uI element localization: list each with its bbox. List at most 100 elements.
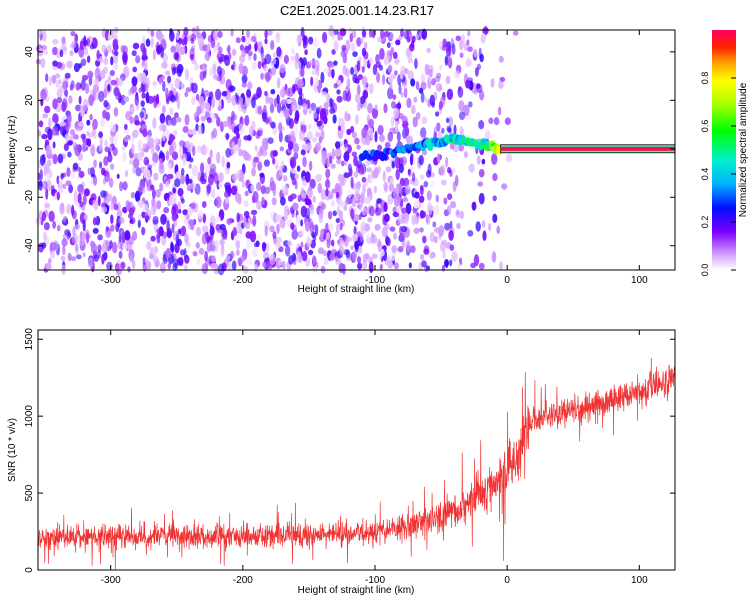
heatmap-cell [497,106,502,116]
heatmap-cell [389,82,393,90]
heatmap-cell [383,201,388,213]
heatmap-cell [270,89,276,95]
heatmap-cell [70,30,76,37]
heatmap-cell [345,249,351,259]
heatmap-cell [492,213,498,223]
heatmap-cell [282,175,288,182]
heatmap-cell [117,77,124,87]
heatmap-cell [141,76,148,85]
heatmap-cell [366,187,372,196]
heatmap-cell [368,83,374,94]
heatmap-cell [177,201,181,211]
heatmap-cell [100,167,106,176]
heatmap-cell [449,244,455,251]
heatmap-cell [298,255,303,264]
heatmap-cell [42,30,47,42]
heatmap-cell [101,58,108,64]
snr-background [38,330,675,570]
heatmap-cell [110,122,117,133]
heatmap-cell [35,59,42,65]
heatmap-cell [143,166,148,179]
heatmap-cell [444,55,449,66]
heatmap-cell [269,225,275,233]
heatmap-cell [325,168,331,179]
heatmap-cell [82,252,86,258]
heatmap-cell [336,205,340,216]
heatmap-cell [75,254,82,260]
heatmap-cell [215,216,221,223]
heatmap-cell [165,70,171,76]
heatmap-cell [426,47,431,54]
heatmap-cell [229,85,236,92]
heatmap-cell [301,251,308,262]
heatmap-cell [156,228,163,235]
heatmap-cell [315,107,320,114]
heatmap-ridge-cell [381,152,388,161]
heatmap-cell [308,36,314,45]
heatmap-cell [394,70,398,76]
heatmap-cell [421,260,427,268]
heatmap-cell [141,226,146,236]
heatmap-cell [174,77,181,89]
heatmap-cell [134,120,141,126]
heatmap-cell [316,47,322,59]
heatmap-cell [152,80,157,87]
heatmap-cell [151,161,156,167]
heatmap-cell [367,217,373,223]
y-tick-label: 500 [24,484,35,501]
heatmap-cell [350,176,354,189]
heatmap-cell [236,89,242,96]
heatmap-cell [122,241,128,251]
heatmap-cell [247,81,253,90]
heatmap-cell [261,196,265,205]
heatmap-cell [86,119,91,126]
heatmap-cell [423,248,430,255]
heatmap-cell [58,79,62,85]
heatmap-cell [317,182,323,194]
heatmap-cell [88,94,94,106]
heatmap-cell [267,29,273,36]
heatmap-cell [71,40,77,49]
heatmap-cell [132,129,139,139]
heatmap-cell [270,66,277,76]
heatmap-cell [283,54,289,64]
heatmap-cell [488,117,494,125]
heatmap-cell [80,133,87,140]
heatmap-cell [158,76,162,86]
heatmap-cell [388,183,394,192]
heatmap-cell [61,36,66,45]
heatmap-cell [505,153,513,163]
heatmap-cell [213,74,218,80]
heatmap-cell [67,140,73,146]
heatmap-cell [478,192,485,205]
heatmap-cell [260,72,264,80]
heatmap-cell [287,240,292,247]
heatmap-cell [359,232,364,243]
heatmap-cell [141,148,145,158]
heatmap-cell [112,241,118,254]
heatmap-cell [320,203,327,210]
heatmap-cell [281,160,285,170]
spectrogram-y-label: Frequency (Hz) [7,116,18,185]
heatmap-cell [113,64,119,70]
heatmap-cell [85,232,90,244]
heatmap-cell [406,36,411,43]
heatmap-cell [52,141,56,149]
heatmap-cell [112,38,118,50]
heatmap-cell [162,80,166,92]
heatmap-cell [356,84,361,96]
heatmap-cell [306,187,313,199]
heatmap-cell [300,26,305,38]
heatmap-cell [424,96,428,103]
heatmap-cell [320,71,325,84]
heatmap-cell [198,248,205,255]
heatmap-cell [51,125,59,136]
heatmap-cell [165,247,171,259]
heatmap-cell [254,145,258,152]
heatmap-cell [350,208,355,220]
heatmap-cell [440,164,446,176]
heatmap-cell [440,241,446,253]
heatmap-cell [142,257,146,266]
heatmap-cell [145,258,149,266]
heatmap-cell [442,251,446,259]
